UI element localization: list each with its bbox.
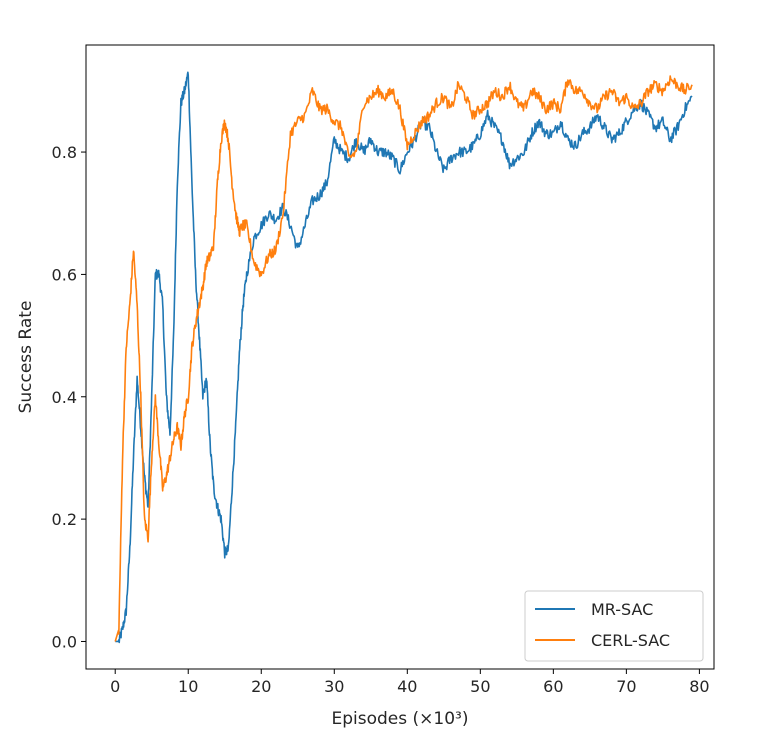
y-tick-label: 0.6	[52, 265, 77, 284]
y-tick-label: 0.4	[52, 388, 77, 407]
legend: MR-SAC CERL-SAC	[524, 590, 704, 662]
x-tick-label: 80	[689, 677, 709, 696]
x-tick-label: 30	[324, 677, 344, 696]
legend-label-mr-sac: MR-SAC	[591, 600, 653, 619]
y-tick-label: 0.0	[52, 632, 77, 651]
x-tick-label: 50	[470, 677, 490, 696]
y-tick-label: 0.2	[52, 510, 77, 529]
x-tick-label: 20	[251, 677, 271, 696]
x-tick-label: 60	[543, 677, 563, 696]
series-line-cerl-sac	[114, 75, 693, 642]
series-line-mr-sac	[114, 71, 693, 644]
x-axis-label: Episodes (×10³)	[332, 709, 469, 729]
x-tick-label: 10	[178, 677, 198, 696]
plot-background	[86, 45, 714, 669]
legend-label-cerl-sac: CERL-SAC	[591, 631, 670, 650]
x-tick-label: 0	[110, 677, 120, 696]
plot-frame	[85, 44, 715, 670]
series-layer	[114, 71, 693, 644]
y-axis: 0.0 0.2 0.4 0.6 0.8	[52, 143, 86, 651]
y-axis-label: Success Rate	[16, 301, 36, 414]
x-tick-label: 70	[616, 677, 636, 696]
x-axis: 0 10 20 30 40 50 60 70 80	[110, 669, 710, 696]
x-tick-label: 40	[397, 677, 417, 696]
y-tick-label: 0.8	[52, 143, 77, 162]
